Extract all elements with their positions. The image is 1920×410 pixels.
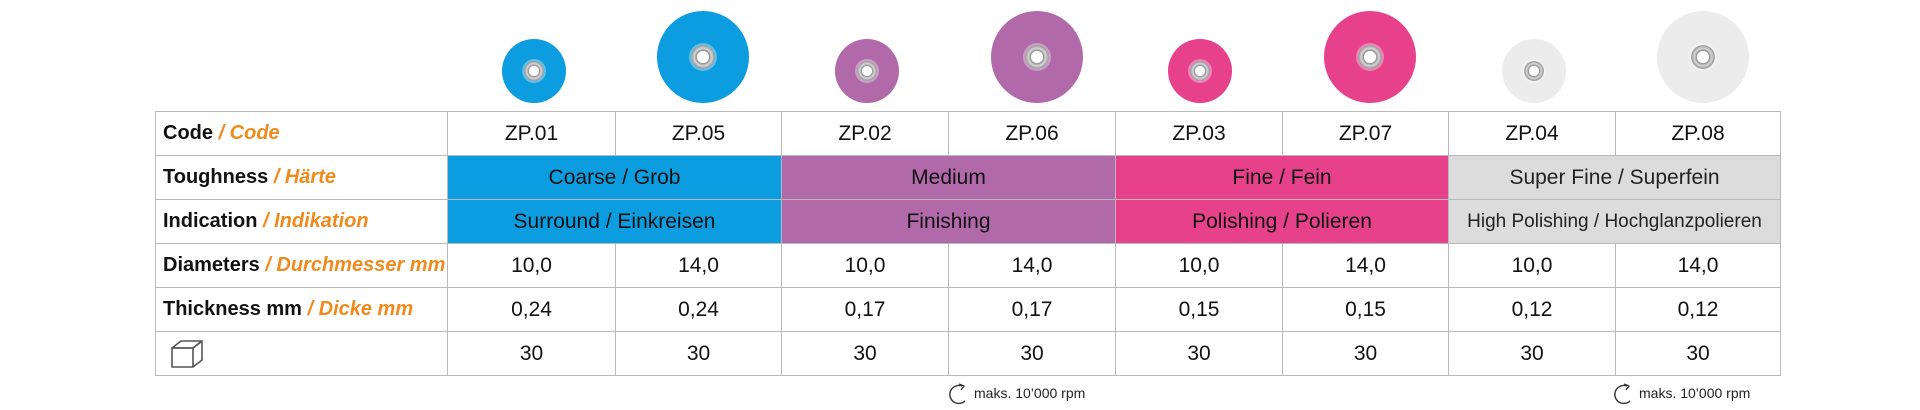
diameters-label: Diameters / Durchmesser mm	[155, 243, 448, 288]
quantity-cell: 30	[1448, 331, 1616, 376]
quantity-cell: 30	[1115, 331, 1283, 376]
indication-cell-polishing: Polishing / Polieren	[1115, 199, 1449, 244]
diameter-cell: 14,0	[615, 243, 782, 288]
disc-zp06-icon	[991, 11, 1083, 103]
thickness-row: Thickness mm / Dicke mm 0,24 0,24 0,17 0…	[155, 287, 1781, 332]
diameter-cell: 10,0	[1115, 243, 1283, 288]
code-cell: ZP.07	[1282, 111, 1449, 156]
box-icon	[171, 339, 203, 368]
indication-row: Indication / Indikation Surround / Einkr…	[155, 199, 1781, 244]
thickness-cell: 0,12	[1448, 287, 1616, 332]
code-row: Code / Code ZP.01 ZP.05 ZP.02 ZP.06 ZP.0…	[155, 111, 1781, 156]
disc-zp08-icon	[1657, 11, 1749, 103]
code-cell: ZP.05	[615, 111, 782, 156]
quantity-cell: 30	[615, 331, 782, 376]
thickness-cell: 0,15	[1115, 287, 1283, 332]
diameter-cell: 10,0	[1448, 243, 1616, 288]
thickness-cell: 0,17	[948, 287, 1116, 332]
thickness-cell: 0,17	[781, 287, 949, 332]
diameter-cell: 10,0	[781, 243, 949, 288]
thickness-cell: 0,24	[615, 287, 782, 332]
indication-label: Indication / Indikation	[155, 199, 448, 244]
indication-cell-surround: Surround / Einkreisen	[447, 199, 782, 244]
rpm-note-zp08: maks. 10’000 rpm	[1610, 381, 1750, 405]
disc-zp07-icon	[1324, 11, 1416, 103]
toughness-cell-coarse: Coarse / Grob	[447, 155, 782, 200]
code-cell: ZP.06	[948, 111, 1116, 156]
quantity-cell: 30	[781, 331, 949, 376]
diameter-cell: 14,0	[1282, 243, 1449, 288]
product-discs-row	[0, 0, 1920, 112]
toughness-cell-superfine: Super Fine / Superfein	[1448, 155, 1781, 200]
quantity-cell: 30	[948, 331, 1116, 376]
package-label	[155, 331, 448, 376]
thickness-label: Thickness mm / Dicke mm	[155, 287, 448, 332]
quantity-cell: 30	[1615, 331, 1781, 376]
toughness-row: Toughness / Härte Coarse / Grob Medium F…	[155, 155, 1781, 200]
diameter-cell: 10,0	[447, 243, 616, 288]
thickness-cell: 0,15	[1282, 287, 1449, 332]
toughness-label: Toughness / Härte	[155, 155, 448, 200]
code-cell: ZP.08	[1615, 111, 1781, 156]
quantity-cell: 30	[1282, 331, 1449, 376]
diameter-cell: 14,0	[948, 243, 1116, 288]
disc-zp01-icon	[502, 39, 566, 103]
rpm-note-text: maks. 10’000 rpm	[1639, 385, 1751, 401]
disc-zp05-icon	[657, 11, 749, 103]
disc-zp04-icon	[1502, 39, 1566, 103]
diameter-row: Diameters / Durchmesser mm 10,0 14,0 10,…	[155, 243, 1781, 288]
spec-table: Code / Code ZP.01 ZP.05 ZP.02 ZP.06 ZP.0…	[155, 111, 1781, 376]
rotation-arrow-icon	[949, 383, 966, 405]
quantity-row: 30 30 30 30 30 30 30 30	[155, 331, 1781, 376]
disc-zp03-icon	[1168, 39, 1232, 103]
rpm-note-zp06: maks. 10’000 rpm	[945, 381, 1085, 405]
thickness-cell: 0,12	[1615, 287, 1781, 332]
toughness-cell-medium: Medium	[781, 155, 1116, 200]
quantity-cell: 30	[447, 331, 616, 376]
rotation-arrow-icon	[1614, 383, 1631, 405]
code-cell: ZP.01	[447, 111, 616, 156]
rpm-note-text: maks. 10’000 rpm	[974, 385, 1086, 401]
thickness-cell: 0,24	[447, 287, 616, 332]
indication-cell-finishing: Finishing	[781, 199, 1116, 244]
toughness-cell-fine: Fine / Fein	[1115, 155, 1449, 200]
code-label: Code / Code	[155, 111, 448, 156]
disc-zp02-icon	[835, 39, 899, 103]
code-cell: ZP.04	[1448, 111, 1616, 156]
code-cell: ZP.02	[781, 111, 949, 156]
diameter-cell: 14,0	[1615, 243, 1781, 288]
code-cell: ZP.03	[1115, 111, 1283, 156]
indication-cell-high-polishing: High Polishing / Hochglanzpolieren	[1448, 199, 1781, 244]
